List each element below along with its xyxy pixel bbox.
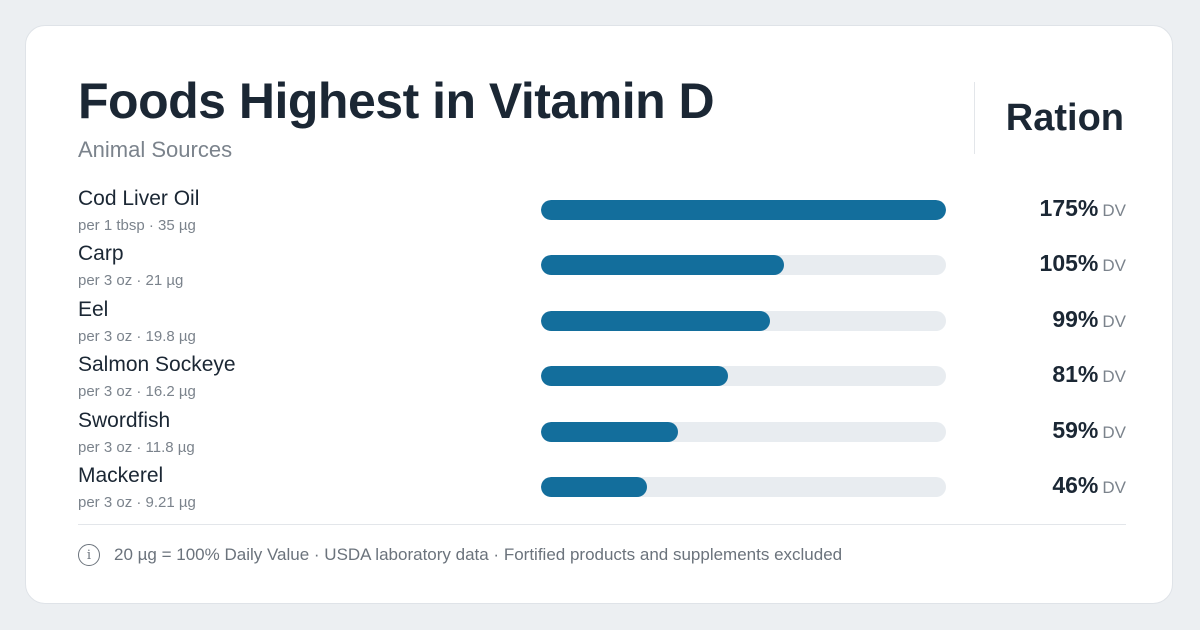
bar-track	[541, 366, 946, 387]
value-unit-label: DV	[1102, 367, 1126, 387]
bar-track	[541, 421, 946, 442]
category-label: Carp	[78, 242, 124, 266]
footer-note: 20 µg = 100% Daily Value · USDA laborato…	[114, 545, 843, 564]
data-label: 59% DV	[1052, 416, 1126, 443]
serving-detail: per 3 oz · 16.2 µg	[78, 383, 196, 401]
category-label: Swordfish	[78, 408, 171, 432]
chart-card: Foods Highest in Vitamin D Animal Source…	[25, 25, 1173, 604]
serving-detail: per 3 oz · 21 µg	[78, 272, 184, 290]
bar-track	[541, 476, 946, 497]
info-icon: i	[78, 544, 100, 566]
value-unit-label: DV	[1102, 311, 1126, 331]
footer-divider	[78, 524, 1126, 525]
bar	[541, 310, 771, 331]
bar-track	[541, 200, 946, 220]
bar-row: Mackerel per 3 oz · 9.21 µg 46% DV	[78, 463, 1126, 518]
chart-title: Foods Highest in Vitamin D	[78, 73, 715, 129]
category-label: Salmon Sockeye	[78, 353, 236, 377]
bar-track	[541, 255, 946, 276]
value-unit-label: DV	[1102, 201, 1126, 220]
bar-list: Cod Liver Oil per 1 tbsp · 35 µg 175% DV Car…	[78, 186, 1126, 518]
bar	[541, 255, 784, 276]
value-label: 175%	[1039, 195, 1099, 221]
bar	[541, 476, 648, 497]
bar-row: Carp per 3 oz · 21 µg 105% DV	[78, 241, 1126, 296]
data-label: 105% DV	[1040, 252, 1126, 275]
data-label: 99% DV	[1052, 305, 1126, 332]
bar-row: Eel per 3 oz · 19.8 µg 99% DV	[78, 297, 1126, 352]
value-unit-label: DV	[1102, 256, 1126, 276]
value-label: 99%	[1052, 305, 1099, 332]
serving-detail: per 3 oz · 9.21 µg	[78, 493, 196, 511]
footer: i 20 µg = 100% Daily Value · USDA labora…	[78, 544, 842, 566]
data-label: 81% DV	[1052, 363, 1126, 386]
bar-row: Cod Liver Oil per 1 tbsp · 35 µg 175% DV	[78, 186, 1126, 241]
value-unit-label: DV	[1102, 477, 1126, 497]
value-label: 81%	[1052, 361, 1099, 388]
serving-detail: per 3 oz · 11.8 µg	[78, 438, 195, 456]
serving-detail: per 3 oz · 19.8 µg	[78, 327, 196, 345]
value-label: 59%	[1052, 416, 1099, 443]
value-unit-label: DV	[1102, 422, 1126, 442]
category-label: Cod Liver Oil	[78, 187, 200, 210]
brand-logo: Ration	[1005, 97, 1124, 139]
header-divider	[974, 82, 975, 154]
data-label: 175% DV	[1040, 197, 1126, 220]
bar-track	[541, 310, 946, 331]
serving-detail: per 1 tbsp · 35 µg	[78, 217, 196, 234]
data-label: 46% DV	[1052, 471, 1126, 498]
chart-subtitle: Animal Sources	[78, 137, 233, 162]
bar-row: Salmon Sockeye per 3 oz · 16.2 µg 81% DV	[78, 352, 1126, 407]
value-label: 46%	[1052, 471, 1099, 498]
value-label: 105%	[1039, 250, 1099, 277]
bar	[541, 200, 946, 220]
category-label: Mackerel	[78, 463, 164, 487]
category-label: Eel	[78, 297, 109, 321]
bar	[541, 366, 729, 387]
bar	[541, 421, 678, 442]
bar-row: Swordfish per 3 oz · 11.8 µg 59% DV	[78, 408, 1126, 463]
